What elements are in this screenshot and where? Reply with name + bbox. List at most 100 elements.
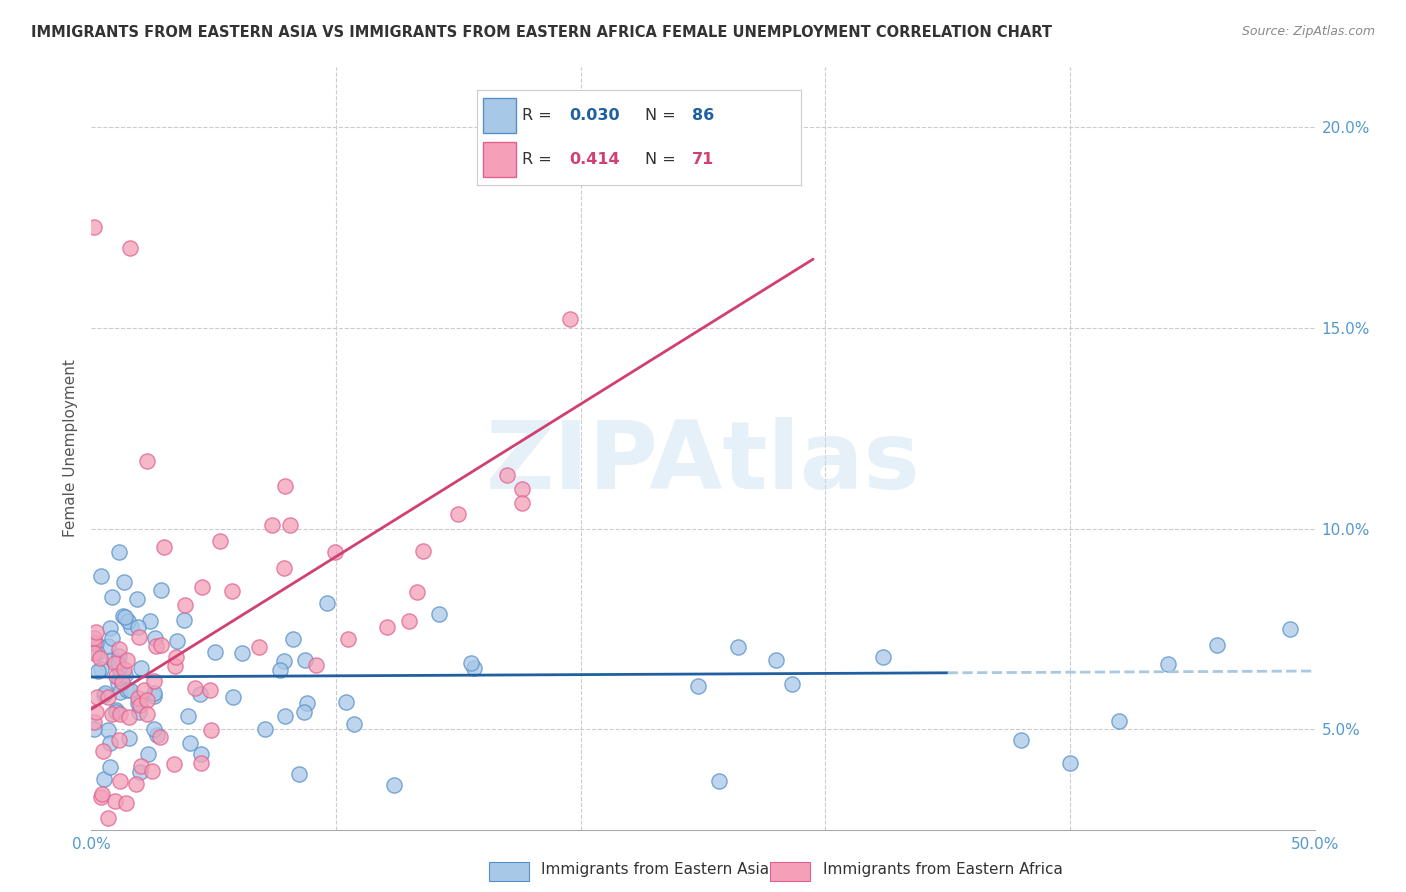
- Point: [101, 590, 124, 604]
- Point: [872, 650, 894, 665]
- Point: [83, 632, 105, 646]
- Point: [93, 688, 115, 702]
- Point: [165, 649, 187, 664]
- Point: [97, 723, 120, 737]
- Point: [117, 731, 139, 745]
- Point: [110, 707, 132, 722]
- Point: [141, 764, 163, 778]
- Point: [142, 689, 165, 703]
- Point: [149, 582, 172, 597]
- Point: [129, 765, 152, 780]
- Point: [377, 620, 399, 634]
- Point: [125, 592, 148, 607]
- Point: [398, 614, 420, 628]
- Point: [325, 545, 347, 559]
- Point: [274, 479, 297, 493]
- Point: [118, 240, 141, 255]
- Point: [120, 620, 142, 634]
- Point: [287, 766, 309, 780]
- Point: [107, 676, 129, 690]
- Point: [86, 664, 108, 678]
- Point: [765, 653, 787, 667]
- Point: [1205, 638, 1227, 652]
- Point: [93, 772, 115, 787]
- Point: [83, 714, 105, 729]
- Point: [427, 607, 450, 622]
- Point: [127, 620, 149, 634]
- Point: [108, 774, 131, 789]
- Point: [510, 482, 533, 496]
- Point: [84, 624, 107, 639]
- Point: [198, 683, 221, 698]
- Text: Immigrants from Eastern Africa: Immigrants from Eastern Africa: [823, 863, 1063, 877]
- Point: [143, 722, 166, 736]
- Point: [84, 636, 107, 650]
- Point: [89, 651, 111, 665]
- Point: [145, 639, 167, 653]
- Point: [134, 683, 156, 698]
- Point: [166, 633, 188, 648]
- Point: [135, 693, 157, 707]
- Point: [97, 639, 120, 653]
- Point: [94, 686, 117, 700]
- Point: [260, 518, 283, 533]
- Point: [173, 613, 195, 627]
- Point: [208, 534, 231, 549]
- Point: [129, 698, 152, 712]
- Point: [104, 656, 127, 670]
- Point: [231, 647, 253, 661]
- Text: Immigrants from Eastern Asia: Immigrants from Eastern Asia: [541, 863, 769, 877]
- Point: [558, 312, 581, 326]
- Point: [83, 646, 105, 660]
- Point: [294, 653, 316, 667]
- Point: [115, 653, 138, 667]
- Point: [221, 584, 243, 599]
- Point: [188, 687, 211, 701]
- Point: [89, 790, 111, 805]
- Point: [111, 674, 134, 689]
- Point: [165, 658, 187, 673]
- Point: [103, 651, 125, 665]
- Point: [105, 705, 128, 719]
- Point: [173, 598, 195, 612]
- Point: [463, 661, 485, 675]
- Point: [292, 706, 315, 720]
- Point: [108, 685, 131, 699]
- Point: [162, 756, 184, 771]
- Point: [1279, 622, 1302, 636]
- Point: [146, 728, 169, 742]
- Point: [496, 468, 519, 483]
- Point: [98, 759, 121, 773]
- Point: [406, 584, 429, 599]
- Point: [447, 507, 470, 521]
- Point: [117, 683, 139, 698]
- Point: [138, 614, 160, 628]
- Point: [100, 736, 122, 750]
- Point: [108, 642, 131, 657]
- Point: [335, 695, 357, 709]
- Point: [143, 686, 166, 700]
- Point: [190, 747, 212, 761]
- Point: [343, 716, 366, 731]
- Point: [101, 631, 124, 645]
- Point: [273, 654, 295, 668]
- Point: [104, 794, 127, 808]
- Point: [1157, 657, 1180, 671]
- Point: [510, 496, 533, 510]
- Point: [269, 663, 291, 677]
- Point: [177, 709, 200, 723]
- Point: [114, 668, 136, 682]
- Point: [1059, 756, 1081, 770]
- Point: [98, 621, 121, 635]
- Point: [97, 810, 120, 824]
- Point: [107, 661, 129, 675]
- Point: [412, 544, 434, 558]
- Point: [136, 707, 159, 722]
- Point: [104, 669, 127, 683]
- Point: [84, 706, 107, 720]
- Point: [780, 677, 803, 691]
- Point: [125, 777, 148, 791]
- Point: [86, 646, 108, 660]
- Point: [115, 797, 138, 811]
- Point: [247, 640, 270, 654]
